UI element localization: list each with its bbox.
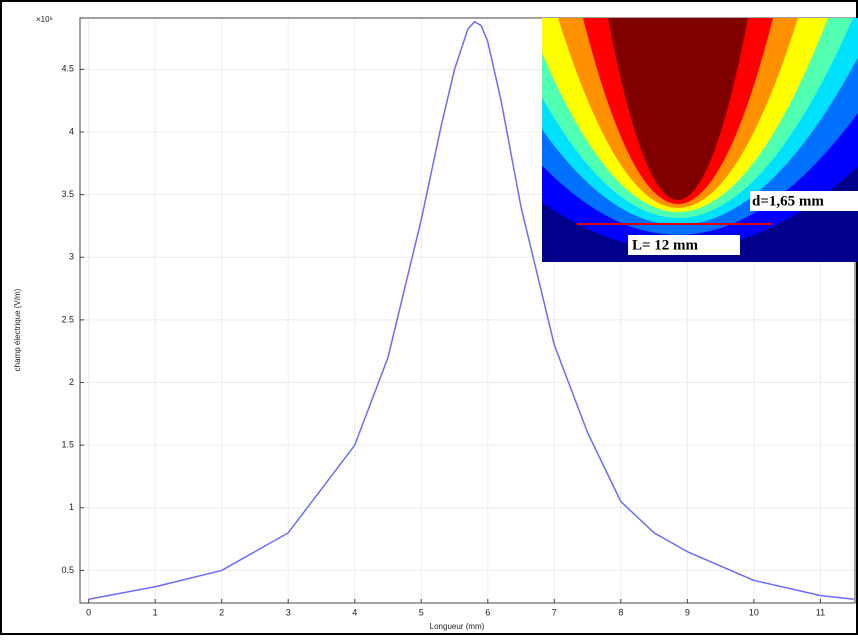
- x-tick-label: 0: [86, 607, 91, 617]
- x-tick-label: 5: [419, 607, 424, 617]
- y-tick-label: 1: [69, 502, 74, 512]
- y-tick-label: 3.5: [61, 189, 74, 199]
- y-tick-label: 4.5: [61, 64, 74, 74]
- y-axis-label: champ électrique (V/m): [13, 288, 22, 371]
- plot-area: [79, 17, 856, 604]
- curve-layer: [88, 21, 854, 600]
- x-tick-label: 4: [352, 607, 357, 617]
- data-line: [88, 21, 854, 600]
- y-multiplier: ×10⁶: [36, 15, 53, 24]
- y-tick-label: 2.5: [61, 314, 74, 324]
- y-tick-label: 2: [69, 377, 74, 387]
- inset: d=1,65 mm L= 12 mm: [542, 18, 858, 262]
- heat-layer: [608, 18, 748, 200]
- y-tick-label: 1.5: [61, 440, 74, 450]
- y-tick-label: 0.5: [61, 565, 74, 575]
- label-bg: [628, 235, 740, 255]
- x-tick-label: 9: [685, 607, 690, 617]
- label-bg: [750, 191, 858, 211]
- x-tick-label: 10: [749, 607, 759, 617]
- annotation: d=1,65 mm: [752, 193, 824, 209]
- x-tick-label: 2: [219, 607, 224, 617]
- y-tick-label: 4: [69, 126, 74, 136]
- x-tick-label: 1: [153, 607, 158, 617]
- x-tick-label: 8: [618, 607, 623, 617]
- x-tick-label: 7: [552, 607, 557, 617]
- x-tick-label: 11: [816, 607, 825, 617]
- x-axis-label: Longueur (mm): [430, 622, 485, 631]
- x-tick-label: 3: [286, 607, 291, 617]
- annotation: L= 12 mm: [632, 237, 699, 253]
- y-tick-label: 3: [69, 252, 74, 262]
- x-tick-label: 6: [485, 607, 490, 617]
- heatmap: [542, 18, 858, 262]
